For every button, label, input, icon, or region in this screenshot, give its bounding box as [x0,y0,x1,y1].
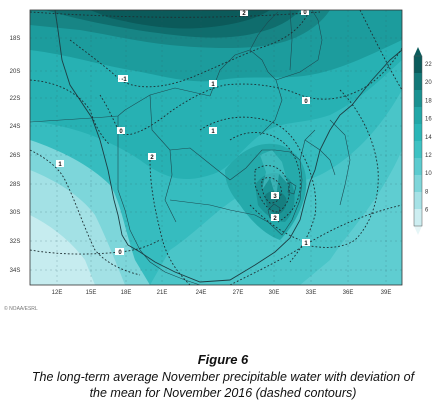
contour-label: 1 [209,127,217,135]
colorbar-tick-label: 22 [425,62,432,68]
filled-contour-field [30,10,402,285]
latitude-tick-label: 18S [10,36,21,42]
colorbar-bottom-extension [414,226,422,235]
colorbar-swatch [414,158,422,175]
longitude-tick-label: 33E [306,290,317,296]
longitude-axis: 12E 15E 18E 21E 24E 27E 30E 33E 36E 39E [52,290,392,296]
contour-label: 2 [148,153,156,161]
colorbar-tick-label: 8 [425,189,429,195]
svg-text:0: 0 [119,129,123,135]
latitude-tick-label: 30S [10,210,21,216]
colorbar-tick-label: 14 [425,135,432,141]
colorbar-tick-label: 12 [425,153,432,159]
credit-text: © NOAA/ESRL [4,306,38,312]
colorbar-swatch [414,73,422,90]
colorbar-swatch [414,192,422,209]
colorbar-swatch [414,124,422,141]
svg-text:0: 0 [304,99,308,105]
svg-text:3: 3 [273,194,277,200]
latitude-axis: 18S 20S 22S 24S 26S 28S 30S 32S 34S [10,36,21,274]
colorbar-tick-label: 10 [425,171,432,177]
figure-caption-line-1: The long-term average November precipita… [31,370,415,384]
svg-text:1: 1 [211,82,215,88]
country-borders [30,10,351,285]
contour-label: 2 [271,214,279,222]
latitude-tick-label: 26S [10,153,21,159]
longitude-tick-label: 15E [86,290,97,296]
map-frame [29,9,403,286]
latitude-tick-label: 22S [10,96,21,102]
contour-label: 0 [116,248,124,256]
colorbar-swatch [414,107,422,124]
longitude-tick-label: 30E [269,290,280,296]
contour-label: -1 [120,75,128,83]
colorbar-tick-label: 6 [425,208,429,214]
longitude-tick-label: 36E [343,290,354,296]
contour-label: 0 [302,97,310,105]
colorbar-swatch [414,56,422,73]
contour-label: 3 [271,192,279,200]
colorbar-swatch [414,141,422,158]
contour-label: 0 [117,127,125,135]
colorbar-swatch [414,209,422,226]
colorbar: 22 20 18 16 14 12 10 8 6 [413,47,432,235]
contour-labels: 2-1-1100123211000 [56,10,310,256]
svg-text:1: 1 [304,241,308,247]
svg-text:2: 2 [150,155,154,161]
svg-text:2: 2 [273,216,277,222]
colorbar-top-extension [414,47,422,56]
precipitable-water-map-figure: 2-1-1100123211000 18S20S22S24S26S28S30S3… [10,9,432,296]
svg-text:0: 0 [118,250,122,256]
graticule-lines [30,10,402,285]
colorbar-swatch [414,175,422,192]
longitude-tick-label: 27E [233,290,244,296]
figure-title: Figure 6 [197,352,249,367]
coastline [54,10,402,283]
figure-caption-line-2: the mean for November 2016 (dashed conto… [89,386,357,400]
longitude-tick-label: 39E [381,290,392,296]
svg-text:0: 0 [303,10,307,16]
svg-text:-1: -1 [121,77,127,83]
latitude-tick-label: 20S [10,69,21,75]
longitude-tick-label: 24E [196,290,207,296]
longitude-tick-label: 12E [52,290,63,296]
colorbar-tick-label: 18 [425,98,432,104]
latitude-tick-label: 34S [10,268,21,274]
contour-label: 1 [56,160,64,168]
colorbar-tick-label: 16 [425,117,432,123]
svg-text:2: 2 [242,11,246,17]
contour-label: 1 [302,239,310,247]
longitude-tick-label: 18E [121,290,132,296]
contour-label: 0 [301,10,309,16]
latitude-tick-label: 32S [10,239,21,245]
colorbar-tick-label: 20 [425,80,432,86]
longitude-tick-label: 21E [157,290,168,296]
latitude-tick-label: 24S [10,124,21,130]
svg-text:1: 1 [58,162,62,168]
contour-label: 2 [240,10,248,17]
svg-text:1: 1 [211,129,215,135]
latitude-tick-label: 28S [10,182,21,188]
colorbar-swatch [414,90,422,107]
contour-label: 1 [209,80,217,88]
